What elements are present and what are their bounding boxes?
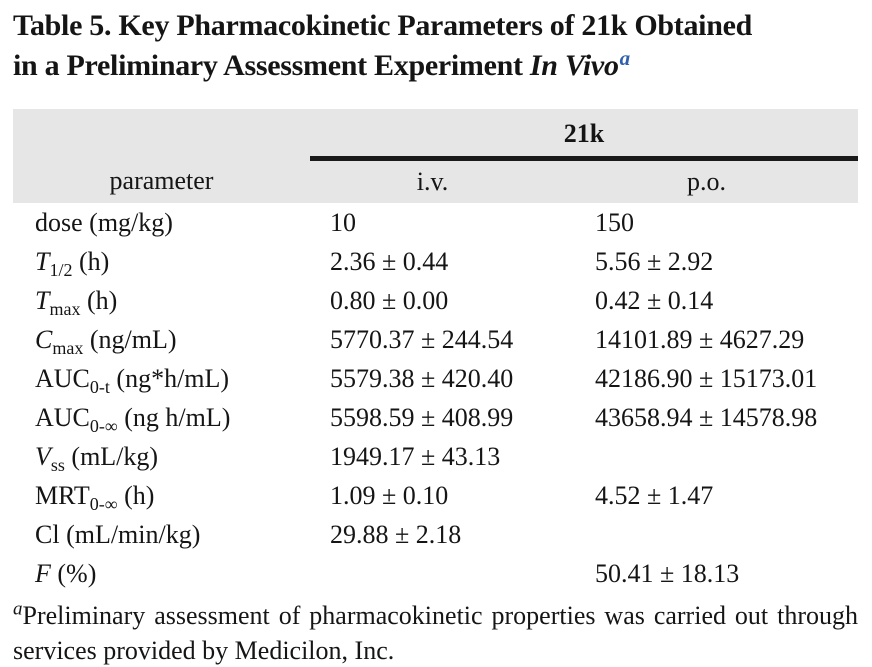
parameter-cell: Cl (mL/min/kg) bbox=[35, 519, 201, 549]
parameter-cell: Tmax (h) bbox=[35, 285, 118, 319]
po-value-cell: 50.41 ± 18.13 bbox=[595, 558, 740, 588]
title-in-vivo-italic: In Vivo bbox=[529, 49, 619, 82]
po-value-cell bbox=[555, 437, 858, 476]
col-header-iv: i.v. bbox=[310, 158, 555, 203]
table-header: 21k parameter i.v. p.o. bbox=[13, 109, 858, 203]
table-body: dose (mg/kg) 10 150 T1/2 (h) 2.36 ± 0.44 5.56… bbox=[13, 203, 858, 593]
header-corner-cell bbox=[13, 109, 310, 158]
footnote-marker-a: a bbox=[13, 598, 23, 620]
parameter-cell: Vss (mL/kg) bbox=[35, 441, 159, 475]
po-value-cell: 43658.94 ± 14578.98 bbox=[595, 402, 818, 432]
iv-value-cell: 1.09 ± 0.10 bbox=[330, 480, 449, 510]
footnote-text: Preliminary assessment of pharmacokineti… bbox=[13, 601, 858, 665]
title-footnote-marker-a: a bbox=[619, 46, 631, 70]
table-title: Table 5. Key Pharmacokinetic Parameters … bbox=[13, 6, 859, 88]
table-row: Tmax (h) 0.80 ± 0.00 0.42 ± 0.14 bbox=[13, 281, 858, 320]
title-line2-prefix: in a Preliminary Assessment Experiment bbox=[13, 49, 530, 82]
title-line1: Table 5. Key Pharmacokinetic Parameters … bbox=[13, 9, 752, 42]
table-row: dose (mg/kg) 10 150 bbox=[13, 203, 858, 242]
po-value-cell: 5.56 ± 2.92 bbox=[595, 246, 714, 276]
table-row: Cmax (ng/mL) 5770.37 ± 244.54 14101.89 ± 4… bbox=[13, 320, 858, 359]
parameter-cell: AUC0-t (ng*h/mL) bbox=[35, 363, 230, 397]
pharmacokinetics-table: 21k parameter i.v. p.o. dose (mg/kg) 10 15… bbox=[13, 109, 858, 593]
po-value-cell: 150 bbox=[595, 207, 634, 237]
iv-value-cell: 2.36 ± 0.44 bbox=[330, 246, 449, 276]
col-header-po: p.o. bbox=[555, 158, 858, 203]
parameter-cell: T1/2 (h) bbox=[35, 246, 110, 280]
table-row: MRT0-∞ (h) 1.09 ± 0.10 4.52 ± 1.47 bbox=[13, 476, 858, 515]
iv-value-cell: 0.80 ± 0.00 bbox=[330, 285, 449, 315]
table-row: AUC0-∞ (ng h/mL) 5598.59 ± 408.99 43658.94… bbox=[13, 398, 858, 437]
table-row: Vss (mL/kg) 1949.17 ± 43.13 bbox=[13, 437, 858, 476]
parameter-cell: Cmax (ng/mL) bbox=[35, 324, 177, 358]
compound-header-row: 21k bbox=[13, 109, 858, 161]
iv-value-cell: 5579.38 ± 420.40 bbox=[330, 363, 514, 393]
parameter-cell: MRT0-∞ (h) bbox=[35, 480, 155, 514]
po-value-cell: 4.52 ± 1.47 bbox=[595, 480, 714, 510]
column-header-row: parameter i.v. p.o. bbox=[13, 158, 858, 203]
po-value-cell: 0.42 ± 0.14 bbox=[595, 285, 714, 315]
compound-header-21k: 21k bbox=[310, 109, 858, 161]
po-value-cell bbox=[555, 515, 858, 554]
po-value-cell: 42186.90 ± 15173.01 bbox=[595, 363, 818, 393]
iv-value-cell: 5770.37 ± 244.54 bbox=[330, 324, 514, 354]
iv-value-cell: 5598.59 ± 408.99 bbox=[330, 402, 514, 432]
iv-value-cell: 10 bbox=[330, 207, 356, 237]
iv-value-cell: 29.88 ± 2.18 bbox=[330, 519, 462, 549]
parameter-cell: dose (mg/kg) bbox=[35, 207, 173, 237]
table-row: F (%) 50.41 ± 18.13 bbox=[13, 554, 858, 593]
footnote: aPreliminary assessment of pharmacokinet… bbox=[13, 598, 858, 667]
table-row: AUC0-t (ng*h/mL) 5579.38 ± 420.40 42186.90… bbox=[13, 359, 858, 398]
parameter-cell: F (%) bbox=[35, 558, 97, 588]
iv-value-cell: 1949.17 ± 43.13 bbox=[330, 441, 501, 471]
parameter-cell: AUC0-∞ (ng h/mL) bbox=[35, 402, 231, 436]
iv-value-cell bbox=[310, 554, 555, 593]
table-row: Cl (mL/min/kg) 29.88 ± 2.18 bbox=[13, 515, 858, 554]
po-value-cell: 14101.89 ± 4627.29 bbox=[595, 324, 805, 354]
col-header-parameter: parameter bbox=[13, 158, 310, 203]
table-row: T1/2 (h) 2.36 ± 0.44 5.56 ± 2.92 bbox=[13, 242, 858, 281]
